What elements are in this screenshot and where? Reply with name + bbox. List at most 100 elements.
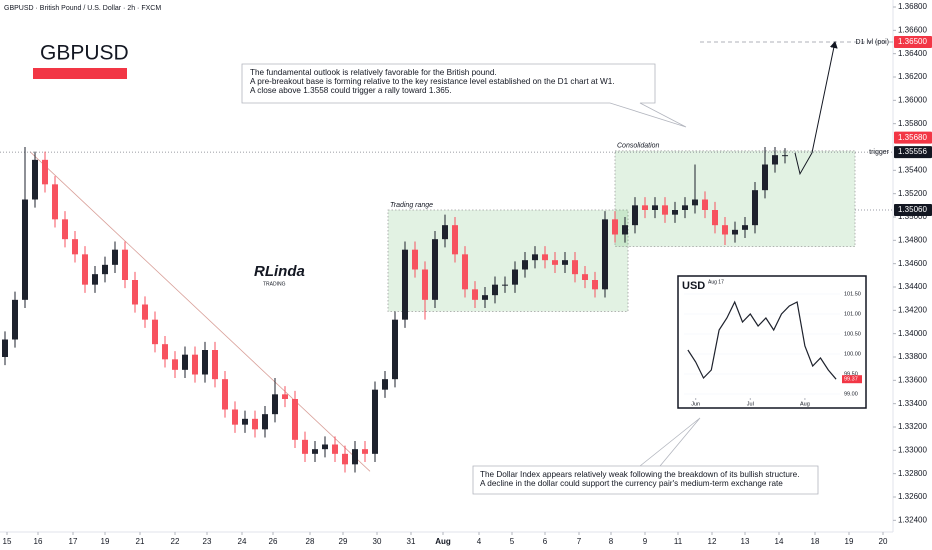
y-tick-label: 1.32800 [898, 469, 927, 478]
y-tick-label: 1.35800 [898, 119, 927, 128]
x-tick-label: 22 [171, 537, 180, 546]
candle-body [782, 155, 788, 157]
candle-body [292, 399, 298, 440]
candle-body [422, 269, 428, 300]
y-tick-label: 1.36200 [898, 72, 927, 81]
x-tick-label: 19 [845, 537, 854, 546]
annotation-text: The Dollar Index appears relatively weak… [480, 470, 799, 479]
candle-body [512, 269, 518, 285]
y-tick-label: 1.34000 [898, 329, 927, 338]
level-name: trigger [869, 149, 890, 156]
x-tick-label: 13 [741, 537, 750, 546]
x-tick-label: 18 [811, 537, 820, 546]
inset-y-tick-label: 101.00 [844, 311, 861, 317]
x-tick-label: 20 [879, 537, 888, 546]
y-tick-label: 1.34800 [898, 235, 927, 244]
logo: RLinda [254, 263, 305, 280]
inset-y-tick-label: 99.00 [844, 391, 858, 397]
price-badge [894, 36, 932, 48]
y-tick-label: 1.36400 [898, 49, 927, 58]
candle-body [762, 164, 768, 191]
x-tick-label: 29 [339, 537, 348, 546]
candle-body [192, 354, 198, 375]
price-badge [894, 131, 932, 144]
inset-price-badge [842, 375, 862, 384]
candle-body [122, 249, 128, 280]
x-tick-label: 16 [34, 537, 43, 546]
candle-body [102, 264, 108, 275]
level-name: D1 lvl (poi) [856, 39, 889, 46]
x-tick-label: 6 [543, 537, 548, 546]
inset-y-tick-label: 101.50 [844, 291, 861, 297]
candle-body [72, 239, 78, 255]
candle-body [42, 159, 48, 185]
inset-frame [677, 275, 867, 409]
candle-body [672, 210, 678, 215]
candle-body [242, 418, 248, 425]
candle-body [702, 199, 708, 210]
candle-body [392, 319, 398, 380]
y-tick-label: 1.32600 [898, 492, 927, 501]
price-badge-label: 1.35060 [898, 205, 927, 214]
y-tick-label: 1.34200 [898, 305, 927, 314]
candle-body [632, 205, 638, 226]
candle-body [252, 418, 258, 430]
zone-label: Trading range [390, 202, 433, 209]
y-tick-label: 1.33600 [898, 375, 927, 384]
candle-body [52, 184, 58, 220]
x-tick-label: Aug [435, 537, 451, 546]
x-tick-label: 28 [306, 537, 315, 546]
header-title: GBPUSD · British Pound / U.S. Dollar · 2… [4, 5, 161, 12]
x-tick-label: 8 [609, 537, 614, 546]
annotation-text: The fundamental outlook is relatively fa… [250, 68, 497, 77]
candle-body [502, 284, 508, 286]
candle-body [692, 199, 698, 206]
candle-body [482, 295, 488, 300]
x-tick-label: 31 [407, 537, 416, 546]
price-badge [894, 146, 932, 159]
x-tick-label: 11 [674, 537, 683, 546]
badge [33, 68, 127, 79]
candle-body [592, 280, 598, 290]
x-tick-label: 9 [643, 537, 648, 546]
candle-body [732, 229, 738, 235]
background-layer: Trading range Consolidation [0, 41, 893, 472]
y-tick-label: 1.35000 [898, 212, 927, 221]
y-tick-label: 1.35200 [898, 189, 927, 198]
zone-label: Consolidation [617, 143, 660, 150]
candle-body [282, 394, 288, 399]
candle-body [342, 453, 348, 465]
candle-body [622, 225, 628, 235]
inset-x-tick-label: Jun [691, 401, 700, 407]
y-tick-label: 1.33200 [898, 422, 927, 431]
annotation-box [472, 417, 819, 495]
candle-body [262, 414, 268, 430]
x-tick-label: 4 [477, 537, 482, 546]
overlay-layer: GBPUSD · British Pound / U.S. Dollar · 2… [3, 2, 932, 546]
candle-body [522, 260, 528, 270]
candle-body [662, 205, 668, 215]
y-tick-label: 1.33000 [898, 445, 927, 454]
x-tick-label: 12 [708, 537, 717, 546]
inset-y-tick-label: 100.50 [844, 331, 861, 337]
candle-body [752, 190, 758, 226]
candle-body [612, 219, 618, 235]
x-tick-label: 5 [510, 537, 515, 546]
inset-y-tick-label: 99.50 [844, 371, 858, 377]
candle-body [362, 449, 368, 454]
candle-body [552, 260, 558, 265]
candle-body [312, 449, 318, 454]
x-tick-label: 26 [269, 537, 278, 546]
price-badge [894, 204, 932, 216]
candle-body [772, 155, 778, 165]
candle-body [212, 350, 218, 380]
candle-body [382, 379, 388, 390]
inset-title: USD [682, 280, 705, 292]
candle-body [722, 225, 728, 235]
y-tick-label: 1.33400 [898, 399, 927, 408]
candle-body [232, 409, 238, 425]
x-tick-label: 14 [775, 537, 784, 546]
candle-body [452, 225, 458, 255]
candle-body [162, 344, 168, 360]
